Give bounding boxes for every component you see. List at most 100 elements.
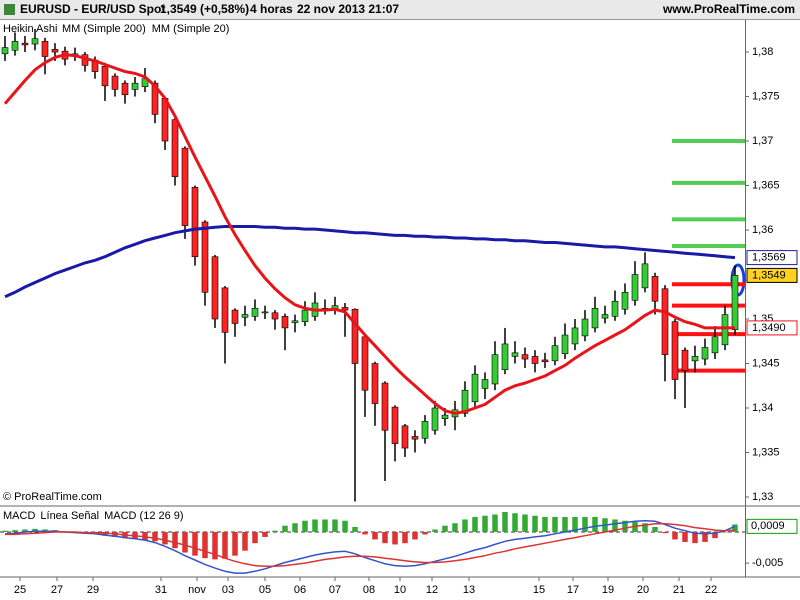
candle-body: [371, 363, 379, 404]
candle-body: [441, 414, 449, 419]
macd-histogram-bar: [172, 531, 178, 549]
macd-histogram-bar: [352, 526, 358, 532]
macd-histogram-bar: [152, 531, 158, 542]
candle-body: [241, 314, 249, 318]
macd-line: [4, 519, 736, 574]
macd-histogram-bar: [282, 525, 288, 532]
macd-histogram-bar: [422, 531, 428, 535]
candle-body: [731, 275, 739, 330]
x-tick-label: 22: [705, 584, 717, 596]
candle-body: [31, 38, 39, 45]
macd-histogram-bar: [162, 531, 168, 545]
y-tick-label: 1,38: [752, 46, 773, 58]
moving-average: [4, 225, 736, 299]
candle-body: [191, 187, 199, 258]
macd-histogram-bar: [402, 531, 408, 544]
macd-histogram-bar: [252, 531, 258, 544]
y-tick-label: 1,375: [752, 90, 780, 102]
macd-y-tick-label: -0,005: [752, 557, 783, 569]
x-tick-label: 25: [14, 584, 26, 596]
macd-histogram-bar: [622, 520, 628, 532]
price-label-box: [746, 267, 798, 283]
macd-histogram-bar: [572, 516, 578, 532]
candle-body: [101, 65, 109, 87]
candle-body: [421, 421, 429, 439]
candle-body: [201, 221, 209, 293]
macd-histogram-bar: [652, 526, 658, 532]
macd-histogram-bar: [582, 516, 588, 532]
candle-body: [521, 354, 529, 360]
x-tick-label: 17: [567, 584, 579, 596]
price-label: 1,3569: [752, 252, 786, 264]
candle-body: [671, 321, 679, 380]
candle-body: [471, 373, 479, 403]
candle-body: [361, 336, 369, 391]
candle-body: [691, 356, 699, 362]
candle-body: [1, 47, 9, 55]
macd-histogram-bar: [692, 531, 698, 544]
candle-body: [511, 352, 519, 357]
candle-body: [131, 82, 139, 90]
candle-body: [261, 311, 269, 314]
macd-histogram-bar: [642, 523, 648, 532]
header-icon: [4, 4, 15, 15]
macd-histogram-bar: [412, 531, 418, 540]
price-label: 1,3549: [752, 269, 786, 281]
macd-histogram-bar: [362, 531, 368, 535]
macd-legend-entry: Línea Señal: [40, 510, 99, 522]
candle-body: [721, 314, 729, 346]
candle-body: [271, 312, 279, 320]
candle-body: [711, 336, 719, 354]
macd-histogram-bar: [342, 520, 348, 532]
macd-histogram-bar: [702, 531, 708, 542]
x-tick-label: 27: [51, 584, 63, 596]
source: www.ProRealTime.com: [662, 2, 795, 16]
x-tick-label: 10: [394, 584, 406, 596]
header-bar: [0, 0, 800, 19]
macd-histogram-bar: [392, 531, 398, 545]
candle-body: [681, 349, 689, 371]
price-label-box: [746, 320, 798, 336]
candle-body: [211, 256, 219, 320]
candle-body: [401, 425, 409, 449]
macd-histogram-bar: [562, 516, 568, 532]
macd-value-box: [746, 518, 798, 534]
y-tick-label: 1,365: [752, 179, 780, 191]
candle-body: [221, 287, 229, 333]
x-tick-label: 29: [87, 584, 99, 596]
macd-histogram-bar: [12, 530, 18, 532]
candle-body: [551, 345, 559, 362]
macd-histogram-bar: [232, 531, 238, 556]
macd-histogram-bar: [182, 531, 188, 553]
macd-line: [5, 523, 736, 568]
x-tick-label: 19: [602, 584, 614, 596]
candle-body: [11, 41, 19, 51]
x-tick-label: 20: [637, 584, 649, 596]
moving-average: [3, 53, 735, 415]
macd-histogram-bar: [542, 516, 548, 532]
macd-histogram-bar: [522, 514, 528, 532]
candle-body: [281, 316, 289, 329]
macd-histogram-bar: [552, 516, 558, 532]
macd-histogram-bar: [492, 514, 498, 532]
x-tick-label: 13: [463, 584, 475, 596]
x-tick-label: nov: [188, 584, 206, 596]
candle-body: [121, 82, 129, 96]
candle-body: [381, 382, 389, 431]
timeframe: 4 horas: [250, 2, 293, 16]
macd-histogram-bar: [292, 523, 298, 532]
macd-histogram-bar: [302, 520, 308, 532]
candle-body: [571, 327, 579, 345]
candle-body: [581, 318, 589, 337]
candle-body: [171, 119, 179, 177]
macd-histogram-bar: [222, 531, 228, 559]
candle-body: [351, 308, 359, 364]
candle-body: [411, 436, 419, 440]
macd-value-label: 0,0009: [751, 520, 785, 532]
candle-body: [251, 308, 259, 317]
macd-histogram-bar: [432, 529, 438, 532]
x-tick-label: 31: [155, 584, 167, 596]
macd-histogram-bar: [22, 529, 28, 532]
